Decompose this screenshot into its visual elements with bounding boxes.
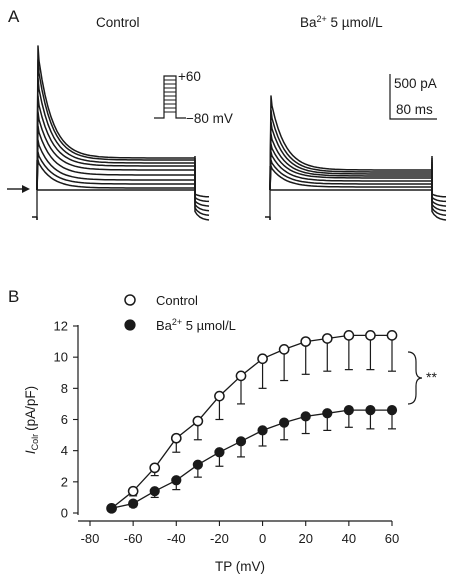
significance-marker: ** (426, 369, 437, 385)
data-point-control (127, 485, 139, 497)
y-tick-label: 8 (61, 381, 68, 396)
y-tick-label: 10 (54, 350, 68, 365)
control-trace (36, 59, 195, 191)
y-tick-label: 12 (54, 319, 68, 334)
legend-item-barium: Ba2+ 5 µmol/L (124, 317, 236, 333)
barium-trace (269, 121, 432, 191)
legend-label-barium: Ba2+ 5 µmol/L (156, 317, 236, 333)
significance-bracket: ** (407, 351, 437, 405)
barium-trace (269, 143, 432, 191)
scale-time-label: 80 ms (396, 102, 433, 117)
data-point-control (235, 370, 247, 382)
control-tail-current (194, 156, 210, 198)
x-tick-label: -40 (167, 531, 186, 546)
series-control (106, 330, 398, 514)
barium-trace (269, 165, 432, 191)
x-tick-label: 40 (342, 531, 356, 546)
control-trace (36, 139, 195, 191)
legend-marker-open-circle (124, 294, 136, 306)
data-point-barium (128, 498, 139, 509)
legend: Control Ba2+ 5 µmol/L (124, 293, 236, 333)
data-point-barium (257, 425, 268, 436)
barium-trace (269, 151, 432, 191)
x-tick-label: 20 (298, 531, 312, 546)
legend-marker-filled-circle (124, 319, 136, 331)
data-point-barium (171, 475, 182, 486)
series-barium (106, 405, 398, 514)
control-trace (36, 77, 195, 191)
control-trace (36, 45, 195, 191)
data-point-control (321, 333, 333, 344)
data-point-barium (322, 408, 333, 419)
control-trace (36, 151, 195, 191)
barium-tail-current (431, 166, 447, 221)
data-point-control (300, 336, 312, 347)
barium-tail-current (431, 156, 447, 198)
data-point-control (386, 330, 398, 341)
barium-trace (269, 95, 432, 191)
zero-current-arrow (7, 185, 30, 193)
protocol-holding-voltage: −80 mV (186, 111, 233, 126)
control-tail-current (194, 166, 210, 221)
data-point-barium (365, 405, 376, 416)
voltage-protocol-inset: +60 −80 mV (154, 69, 233, 126)
x-axis: -80 -60 -40 -20 0 20 40 60 (78, 520, 399, 546)
data-point-control (278, 344, 290, 355)
y-axis: 0 2 4 6 8 10 12 (54, 319, 79, 521)
data-point-barium (106, 503, 117, 514)
y-tick-label: 4 (61, 443, 68, 458)
y-tick-label: 6 (61, 412, 68, 427)
condition-barium-label: Ba2+ 5 µmol/L (300, 14, 383, 30)
data-point-barium (192, 459, 203, 470)
barium-trace (269, 133, 432, 191)
current-traces-control (32, 45, 210, 221)
legend-label-control: Control (156, 293, 198, 308)
panel-a-label: A (8, 7, 20, 26)
control-trace (36, 95, 195, 191)
barium-holding-segment (265, 216, 271, 220)
legend-item-control: Control (124, 293, 198, 308)
data-point-barium (300, 411, 311, 422)
condition-control-label: Control (96, 15, 140, 30)
data-point-barium (279, 417, 290, 428)
control-trace (36, 111, 195, 191)
x-tick-label: 0 (259, 531, 266, 546)
data-point-control (192, 415, 204, 427)
plot-area (106, 330, 398, 514)
control-holding-segment (32, 216, 38, 220)
panel-b-label: B (8, 287, 19, 306)
x-tick-label: -80 (81, 531, 100, 546)
current-traces-barium (265, 95, 447, 221)
data-point-barium (235, 436, 247, 447)
control-trace (36, 159, 195, 191)
data-point-control (365, 330, 376, 341)
data-point-control (343, 330, 355, 341)
y-tick-label: 0 (61, 506, 68, 521)
series-line (111, 334, 392, 509)
scale-current-label: 500 pA (394, 76, 437, 91)
data-point-control (257, 353, 268, 365)
data-point-control (214, 390, 225, 402)
x-tick-label: 60 (385, 531, 399, 546)
data-point-barium (149, 486, 160, 497)
control-trace (36, 125, 195, 191)
x-tick-label: -20 (210, 531, 229, 546)
y-axis-label: IColr(pA/pF) (23, 386, 40, 454)
x-axis-label: TP (mV) (215, 559, 265, 574)
data-point-barium (343, 405, 354, 416)
barium-trace (269, 109, 432, 191)
data-point-control (170, 432, 182, 444)
data-point-control (149, 462, 161, 474)
x-tick-label: -60 (124, 531, 143, 546)
data-point-barium (386, 405, 398, 416)
data-point-barium (214, 447, 225, 458)
protocol-top-voltage: +60 (178, 69, 201, 84)
barium-trace (269, 159, 432, 191)
y-tick-label: 2 (61, 474, 68, 489)
scale-bar: 500 pA 80 ms (389, 74, 437, 120)
